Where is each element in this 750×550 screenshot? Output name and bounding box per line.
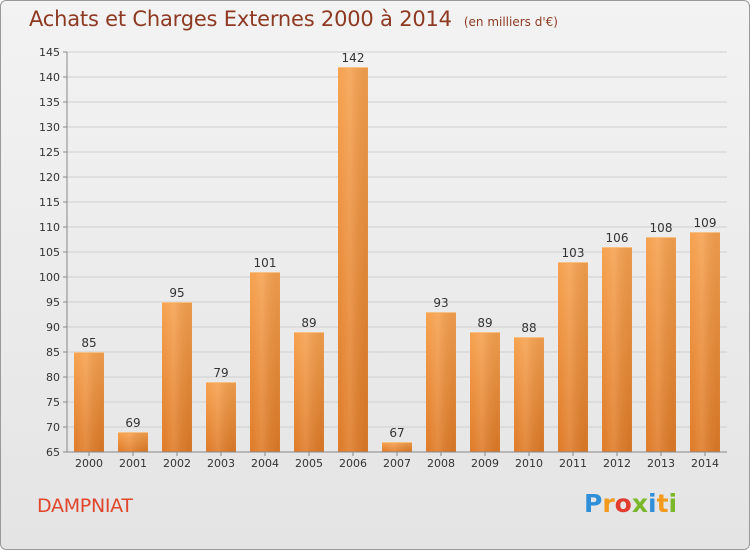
title-text: Achats et Charges Externes 2000 à 2014: [29, 7, 452, 31]
logo-letter: t: [656, 489, 669, 518]
x-tick-label: 2007: [383, 457, 411, 470]
bar-shine: [602, 247, 632, 452]
bar-shine: [294, 332, 324, 452]
bar-value-label: 93: [433, 296, 448, 310]
bar-value-label: 95: [169, 286, 184, 300]
y-tick-label: 85: [46, 346, 60, 359]
bar-value-label: 103: [562, 246, 585, 260]
logo-letter: i: [668, 489, 678, 518]
x-tick-label: 2009: [471, 457, 499, 470]
x-tick-label: 2003: [207, 457, 235, 470]
x-tick-label: 2014: [691, 457, 719, 470]
bar-value-label: 142: [342, 51, 365, 65]
x-tick-label: 2001: [119, 457, 147, 470]
x-tick-label: 2010: [515, 457, 543, 470]
y-tick-label: 115: [39, 196, 60, 209]
x-tick-label: 2013: [647, 457, 675, 470]
x-tick-label: 2000: [75, 457, 103, 470]
bar-shine: [382, 442, 412, 452]
bar-shine: [646, 237, 676, 452]
y-tick-label: 80: [46, 371, 60, 384]
x-tick-label: 2011: [559, 457, 587, 470]
logo-letter: i: [648, 489, 657, 518]
x-axis: 2000 2001 2002 2003 2004 2005 2006 2007 2008 2009…: [67, 451, 727, 470]
bar-shine: [118, 432, 148, 452]
y-tick-label: 140: [39, 71, 60, 84]
x-tick-label: 2006: [339, 457, 367, 470]
y-tick-label: 70: [46, 421, 60, 434]
bar-shine: [558, 262, 588, 452]
y-axis: 65 70 75 80 85 90 95 100 105 110 115 120 125 130 135 14…: [39, 46, 68, 459]
bar-shine: [514, 337, 544, 452]
y-tick-label: 130: [39, 121, 60, 134]
bar-shine: [74, 352, 104, 452]
bar-shine: [338, 67, 368, 452]
bar-shine: [426, 312, 456, 452]
y-tick-label: 65: [46, 446, 60, 459]
y-tick-label: 100: [39, 271, 60, 284]
y-tick-label: 110: [39, 221, 60, 234]
y-tick-label: 90: [46, 321, 60, 334]
bar-value-label: 108: [650, 221, 673, 235]
chart-title: Achats et Charges Externes 2000 à 2014 (e…: [29, 7, 558, 31]
bar-shine: [162, 302, 192, 452]
y-tick-label: 135: [39, 96, 60, 109]
logo-letter: r: [602, 489, 615, 518]
bar-value-label: 67: [389, 426, 404, 440]
x-tick-label: 2012: [603, 457, 631, 470]
y-tick-label: 105: [39, 246, 60, 259]
bar-value-label: 101: [254, 256, 277, 270]
bar-value-label: 69: [125, 416, 140, 430]
x-tick-label: 2002: [163, 457, 191, 470]
y-tick-label: 125: [39, 146, 60, 159]
bar-shine: [470, 332, 500, 452]
bar-shine: [690, 232, 720, 452]
bar-value-label: 88: [521, 321, 536, 335]
bar-value-label: 89: [477, 316, 492, 330]
bars: 85 69 95 79 101 89 142 67 93 89 88 103 106 108 109: [74, 51, 720, 452]
y-tick-label: 120: [39, 171, 60, 184]
bar-shine: [250, 272, 280, 452]
bar-value-label: 79: [213, 366, 228, 380]
logo-letter: x: [631, 489, 648, 518]
y-tick-label: 75: [46, 396, 60, 409]
x-tick-label: 2004: [251, 457, 279, 470]
bar-value-label: 89: [301, 316, 316, 330]
bar-shine: [206, 382, 236, 452]
subtitle-text: (en milliers d'€): [463, 15, 558, 29]
logo-letter: P: [584, 489, 603, 518]
commune-name: DAMPNIAT: [37, 495, 133, 517]
bar-value-label: 85: [81, 336, 96, 350]
bar-value-label: 106: [606, 231, 629, 245]
y-tick-label: 95: [46, 296, 60, 309]
logo-letter: o: [614, 489, 632, 518]
x-tick-label: 2005: [295, 457, 323, 470]
y-tick-label: 145: [39, 46, 60, 59]
x-tick-label: 2008: [427, 457, 455, 470]
proxiti-logo: Proxiti: [584, 489, 677, 518]
bar-value-label: 109: [694, 216, 717, 230]
